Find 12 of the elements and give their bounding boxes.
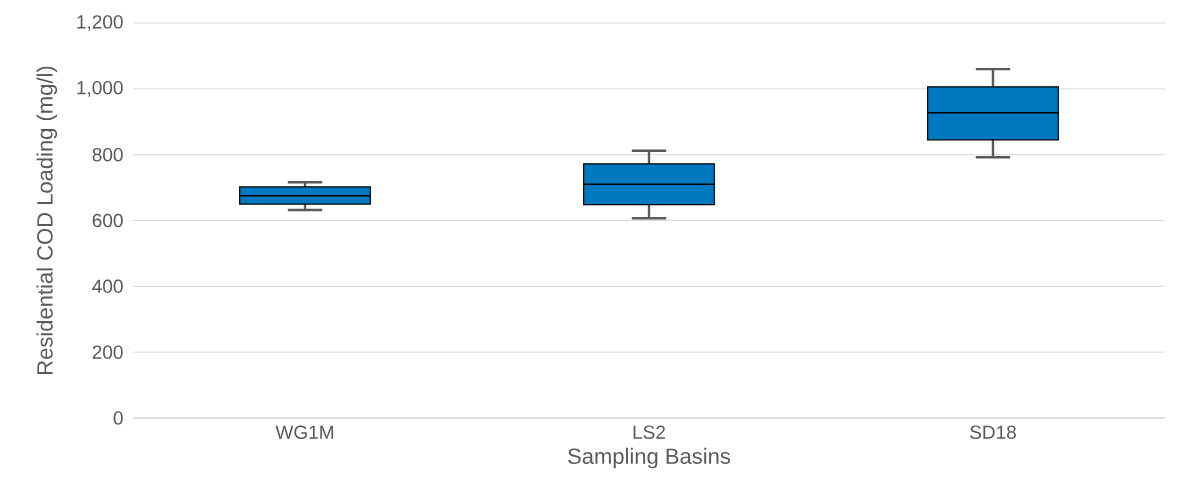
y-tick-label: 1,200 [77, 15, 123, 31]
y-tick-label: 0 [113, 411, 123, 425]
y-axis-title: Residential COD Loading (mg/l) [36, 66, 58, 374]
x-axis-title: Sampling Basins [568, 447, 731, 469]
y-tick-label: 800 [92, 147, 123, 162]
y-tick-label: 600 [92, 213, 123, 228]
y-tick-label: 200 [92, 345, 123, 359]
y-tick-label: 400 [92, 279, 123, 294]
x-tick-label: SD18 [970, 425, 1016, 439]
x-tick-label: WG1M [275, 425, 333, 439]
x-tick-label: LS2 [633, 425, 665, 439]
y-tick-label: 1,000 [77, 80, 123, 97]
